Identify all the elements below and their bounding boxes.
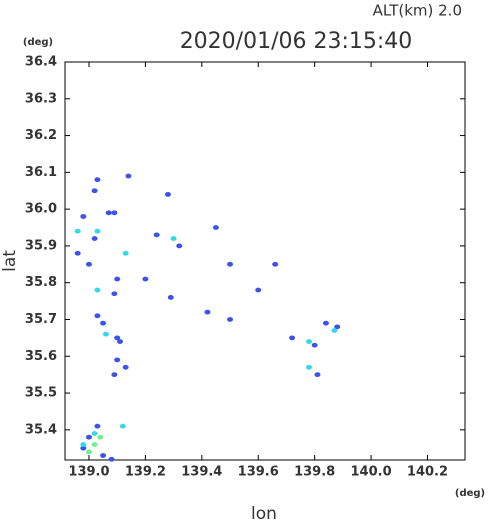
echo-point [114, 276, 121, 282]
echo-point [311, 342, 318, 348]
echo-point [80, 214, 87, 219]
y-tick-label: 36.2 [25, 128, 57, 143]
y-tick-label: 36.0 [25, 202, 57, 217]
echo-point [142, 276, 149, 282]
echo-point [153, 232, 160, 238]
x-tick-label: 139.0 [68, 465, 109, 480]
y-unit: (deg) [23, 37, 53, 48]
echo-point [334, 324, 341, 330]
echo-point [100, 320, 107, 326]
y-tick-label: 35.4 [25, 422, 57, 437]
echo-point [227, 261, 234, 267]
y-tick-label: 36.3 [25, 91, 57, 106]
chart-title: 2020/01/06 23:15:40 [180, 29, 413, 54]
echo-point [91, 431, 98, 436]
echo-point [94, 228, 101, 234]
echo-point [94, 423, 101, 429]
echo-point [114, 335, 121, 341]
y-tick-label: 35.6 [25, 349, 57, 364]
echo-point [85, 261, 92, 267]
echo-point [227, 317, 234, 322]
echo-point [74, 228, 81, 234]
x-tick-label: 139.4 [181, 465, 222, 480]
echo-point [272, 261, 279, 267]
y-tick-label: 35.7 [25, 312, 57, 327]
echo-point [212, 225, 219, 230]
y-tick-label: 36.4 [25, 55, 57, 70]
echo-point [80, 445, 87, 451]
echo-point [111, 291, 118, 297]
echo-point [91, 188, 98, 194]
echo-point [255, 287, 262, 293]
y-axis-label: lat [0, 250, 20, 272]
echo-point [97, 434, 104, 440]
x-unit: (deg) [455, 488, 485, 499]
y-tick-label: 35.5 [25, 386, 57, 401]
echo-point [322, 320, 329, 326]
echo-point [176, 243, 183, 249]
echo-point [170, 236, 177, 241]
plot-frame [64, 61, 466, 461]
y-tick-label: 36.1 [25, 165, 57, 180]
x-tick-label: 140.0 [351, 465, 392, 480]
echo-point [80, 442, 87, 447]
echo-point [204, 309, 211, 315]
echo-point [74, 250, 81, 256]
echo-point [94, 177, 101, 183]
x-tick-label: 140.2 [407, 465, 448, 480]
echo-point [117, 339, 124, 344]
echo-point [125, 173, 132, 179]
y-tick-label: 35.8 [25, 275, 57, 290]
echo-point [102, 331, 109, 337]
echo-point [119, 423, 126, 429]
x-tick-label: 139.2 [125, 465, 166, 480]
chart-subtitle: ALT(km) 2.0 [373, 2, 462, 20]
echo-point [167, 295, 174, 300]
echo-point [111, 372, 118, 378]
echo-point [122, 364, 129, 370]
x-axis-label: lon [251, 504, 277, 521]
x-tick-label: 139.6 [238, 465, 279, 480]
echo-point [100, 453, 107, 458]
echo-point [331, 328, 338, 333]
echo-point [314, 372, 321, 378]
y-tick-label: 35.9 [25, 238, 57, 253]
echo-point [108, 456, 115, 462]
echo-point [306, 364, 313, 370]
echo-point [122, 250, 129, 256]
echo-point [85, 449, 92, 455]
echo-point [94, 313, 101, 319]
echo-point [105, 210, 112, 216]
echo-point [306, 339, 313, 344]
x-tick-label: 139.8 [294, 465, 335, 480]
echo-point [289, 335, 296, 341]
echo-point [111, 210, 118, 216]
echo-point [91, 236, 98, 241]
echo-point [164, 192, 171, 197]
echo-point [94, 287, 101, 293]
echo-point [85, 434, 92, 440]
echo-point [114, 357, 121, 363]
echo-point [91, 442, 98, 447]
